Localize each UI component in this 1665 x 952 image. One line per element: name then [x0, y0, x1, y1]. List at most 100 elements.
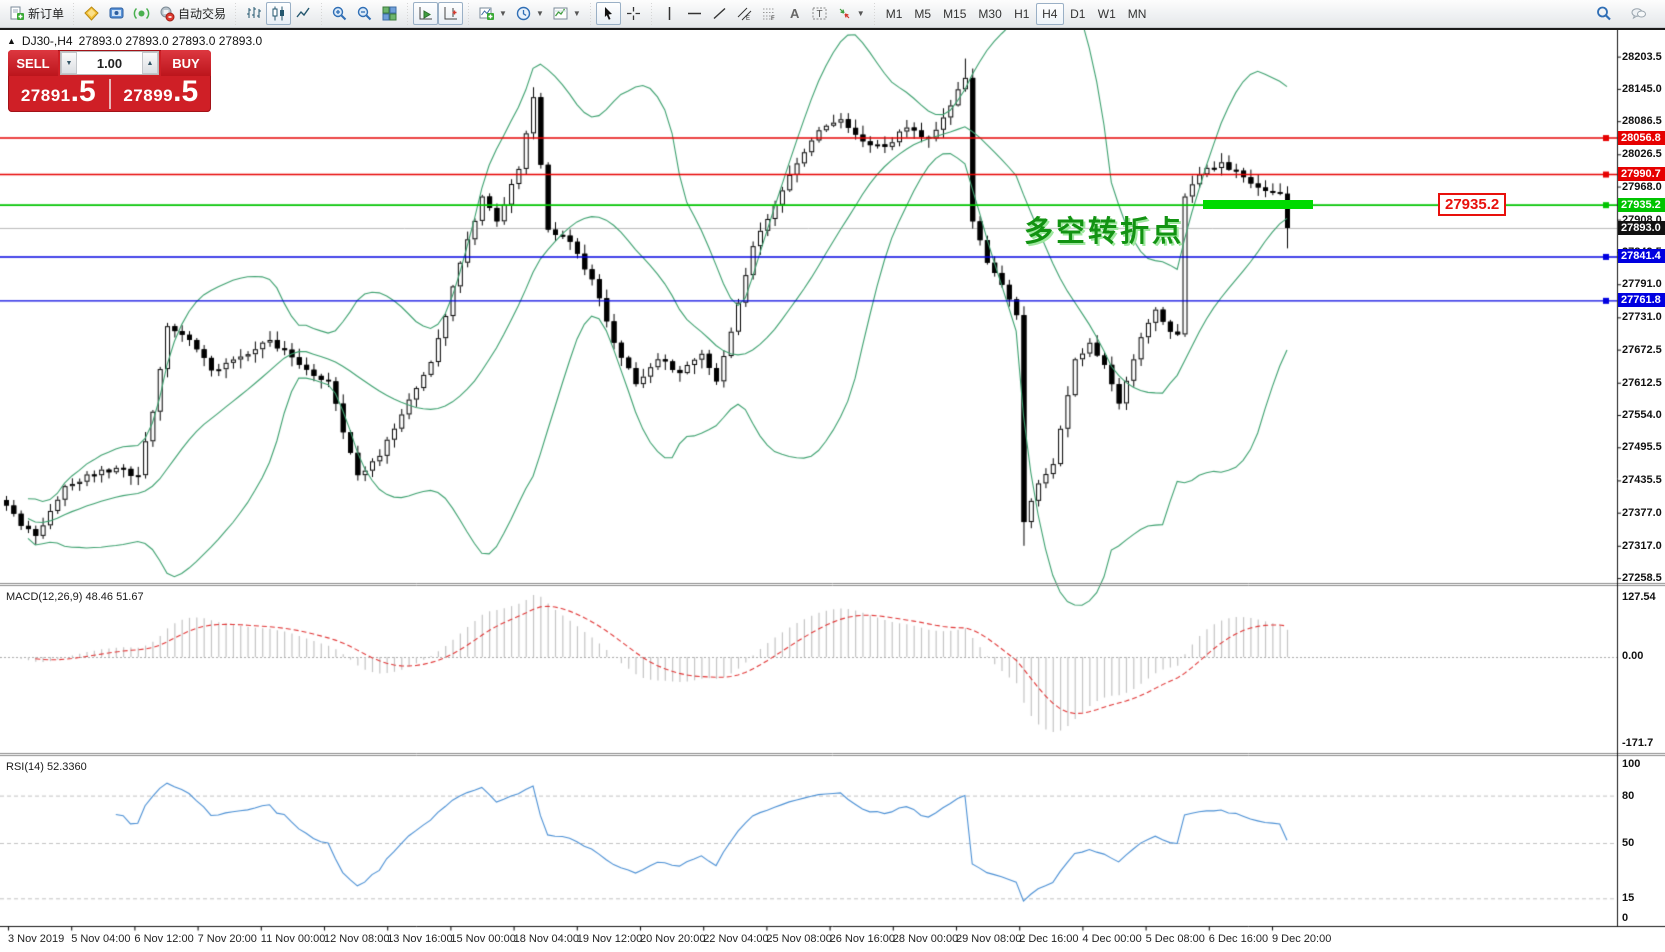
arrows-button[interactable]: ▼ — [832, 2, 869, 25]
search-button[interactable] — [1591, 2, 1616, 25]
timeframe-m1-button[interactable]: M1 — [885, 6, 903, 21]
price-axis-tick: 27377.0 — [1622, 506, 1662, 519]
candlestick-button[interactable] — [266, 2, 292, 25]
text-button[interactable]: A — [782, 2, 807, 25]
new-order-icon — [10, 6, 24, 20]
rsi-indicator-label: RSI(14) 52.3360 — [6, 761, 87, 773]
main-toolbar: 新订单 自动交易 ▼ ▼ ▼ E F A T ▼ M1 M5 M15 M30 H1 H4 D1 W1 MN — [0, 0, 1665, 28]
timeframe-m15-button[interactable]: M15 — [943, 6, 967, 21]
text-label-icon: T — [812, 7, 827, 20]
data-window-button[interactable] — [104, 2, 129, 25]
timeframe-w1-button[interactable]: W1 — [1097, 6, 1116, 21]
rsi-axis-tick: 80 — [1622, 789, 1635, 802]
toolbar-separator — [232, 2, 240, 25]
text-label-button[interactable]: T — [807, 2, 832, 25]
time-axis-label: 7 Nov 20:00 — [197, 933, 257, 945]
buy-price[interactable]: 27899 .5 — [123, 75, 199, 108]
price-axis-tick: 28026.5 — [1622, 148, 1662, 161]
timeframe-h1-button[interactable]: H1 — [1014, 6, 1030, 21]
timeframe-h4-button[interactable]: H4 — [1035, 2, 1064, 25]
community-icon — [1631, 8, 1646, 20]
autotrading-button[interactable]: 自动交易 — [154, 2, 230, 25]
vline-button[interactable] — [657, 2, 682, 25]
price-axis-tick: 27317.0 — [1622, 539, 1662, 552]
toolbar-separator — [465, 2, 473, 25]
market-watch-button[interactable] — [79, 2, 104, 25]
time-axis-label: 25 Nov 08:00 — [766, 933, 832, 945]
timeframe-d1-button[interactable]: D1 — [1070, 6, 1086, 21]
price-axis-tick: 27968.0 — [1622, 180, 1662, 193]
rsi-axis-tick: 0 — [1622, 912, 1629, 924]
auto-scroll-icon — [419, 7, 433, 20]
periods-button[interactable]: ▼ — [511, 2, 548, 25]
community-button[interactable] — [1626, 2, 1651, 25]
price-level-tag: 28056.8 — [1618, 130, 1665, 145]
vline-icon — [668, 7, 671, 20]
zoom-out-button[interactable] — [352, 2, 377, 25]
svg-text:F: F — [771, 16, 775, 22]
line-chart-icon — [296, 7, 310, 18]
collapse-triangle-icon[interactable]: ▲ — [7, 36, 16, 46]
periods-icon — [516, 6, 531, 21]
tile-windows-icon — [382, 6, 397, 21]
hline-button[interactable] — [682, 2, 707, 25]
price-axis-tick: 27731.0 — [1622, 311, 1662, 324]
zoom-out-icon — [357, 6, 372, 21]
channel-button[interactable]: E — [732, 2, 757, 25]
price-callout-label: 27935.2 — [1438, 193, 1507, 216]
price-level-tag: 27990.7 — [1618, 167, 1665, 182]
svg-text:A: A — [790, 6, 800, 21]
svg-text:T: T — [816, 9, 822, 20]
new-order-button[interactable]: 新订单 — [4, 2, 68, 25]
hline-icon — [687, 12, 701, 15]
rsi-axis-tick: 50 — [1622, 837, 1635, 849]
fibonacci-button[interactable]: F — [757, 2, 782, 25]
price-chart-canvas[interactable] — [0, 30, 1665, 952]
chart-annotation-text: 多空转折点 — [1024, 216, 1185, 248]
macd-axis-max: 127.54 — [1622, 591, 1656, 603]
price-level-tag: 27935.2 — [1618, 197, 1665, 212]
timeframe-m30-button[interactable]: M30 — [978, 6, 1002, 21]
tile-windows-button[interactable] — [377, 2, 402, 25]
time-axis-label: 5 Dec 08:00 — [1145, 933, 1205, 945]
toolbar-separator — [586, 2, 594, 25]
sell-button[interactable]: SELL — [8, 50, 58, 76]
timeframe-m5-button[interactable]: M5 — [914, 6, 932, 21]
indicators-button[interactable]: ▼ — [474, 2, 511, 25]
time-axis-label: 5 Nov 04:00 — [71, 933, 131, 945]
chart-ohlc-values: 27893.0 27893.0 27893.0 27893.0 — [78, 34, 263, 48]
volume-decrease-button[interactable]: ▼ — [61, 52, 77, 74]
strategy-tester-button[interactable] — [129, 2, 154, 25]
time-axis-label: 4 Dec 00:00 — [1082, 933, 1142, 945]
strategy-tester-icon — [133, 7, 150, 20]
search-icon — [1597, 6, 1611, 21]
auto-scroll-button[interactable] — [413, 2, 439, 25]
chart-shift-button[interactable] — [438, 2, 464, 25]
timeframe-mn-button[interactable]: MN — [1127, 6, 1147, 21]
toolbar-separator — [70, 2, 78, 25]
highlight-trendline-segment[interactable] — [1203, 200, 1313, 209]
crosshair-button[interactable] — [621, 2, 646, 25]
time-axis-label: 18 Nov 04:00 — [513, 933, 580, 945]
buy-button[interactable]: BUY — [161, 50, 211, 76]
trendline-icon — [713, 7, 726, 20]
chart-symbol: DJ30-,H4 — [21, 34, 73, 48]
volume-input[interactable] — [77, 55, 142, 71]
zoom-in-button[interactable] — [327, 2, 352, 25]
time-axis-label: 22 Nov 04:00 — [703, 933, 769, 945]
time-axis-label: 9 Dec 20:00 — [1272, 933, 1332, 945]
toolbar-separator — [318, 2, 326, 25]
trendline-button[interactable] — [707, 2, 732, 25]
volume-increase-button[interactable]: ▲ — [142, 52, 158, 74]
sell-price[interactable]: 27891 .5 — [20, 75, 96, 108]
cursor-button[interactable] — [595, 2, 621, 25]
line-chart-button[interactable] — [291, 2, 316, 25]
one-click-trading-panel: SELL ▼ ▲ BUY 27891 .5 27899 .5 — [8, 50, 211, 112]
bar-chart-button[interactable] — [241, 2, 266, 25]
price-axis-tick: 27435.5 — [1622, 474, 1662, 487]
toolbar-separator — [870, 2, 878, 25]
templates-button[interactable]: ▼ — [548, 2, 585, 25]
price-level-tag: 27841.4 — [1618, 249, 1665, 264]
fibonacci-icon: F — [762, 8, 775, 22]
arrows-icon — [839, 8, 850, 19]
